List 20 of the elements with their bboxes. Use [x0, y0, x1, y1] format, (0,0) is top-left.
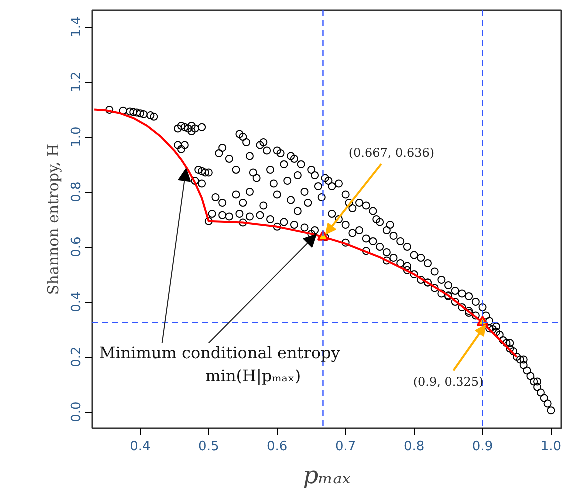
x-tick-label: 0.7	[335, 440, 356, 454]
y-tick-label: 0.0	[70, 402, 84, 422]
y-axis-title: Shannon entropy, H	[44, 144, 62, 296]
y-tick-label: 1.2	[70, 72, 84, 92]
x-tick-label: 0.5	[198, 440, 220, 454]
y-tick-label: 0.4	[70, 292, 84, 312]
x-tick-label: 1.0	[540, 440, 562, 454]
annotation: Minimum conditional entropy min(H|pₘₐₓ)	[99, 344, 340, 386]
y-tick-label: 1.4	[70, 16, 84, 38]
annotation: (0.667, 0.636)	[348, 146, 435, 160]
x-tick-label: 0.9	[472, 440, 494, 454]
x-tick-label: 0.4	[130, 440, 151, 454]
y-tick-label: 1.0	[70, 126, 84, 148]
x-tick-label: 0.8	[404, 440, 425, 454]
x-axis-title: pₘₐₓ	[303, 462, 352, 490]
x-tick-label: 0.6	[267, 440, 288, 454]
y-tick-label: 0.6	[70, 236, 84, 258]
y-tick-label: 0.8	[70, 182, 84, 202]
annotation: (0.9, 0.325)	[413, 374, 484, 389]
y-tick-label: 0.2	[70, 346, 84, 368]
